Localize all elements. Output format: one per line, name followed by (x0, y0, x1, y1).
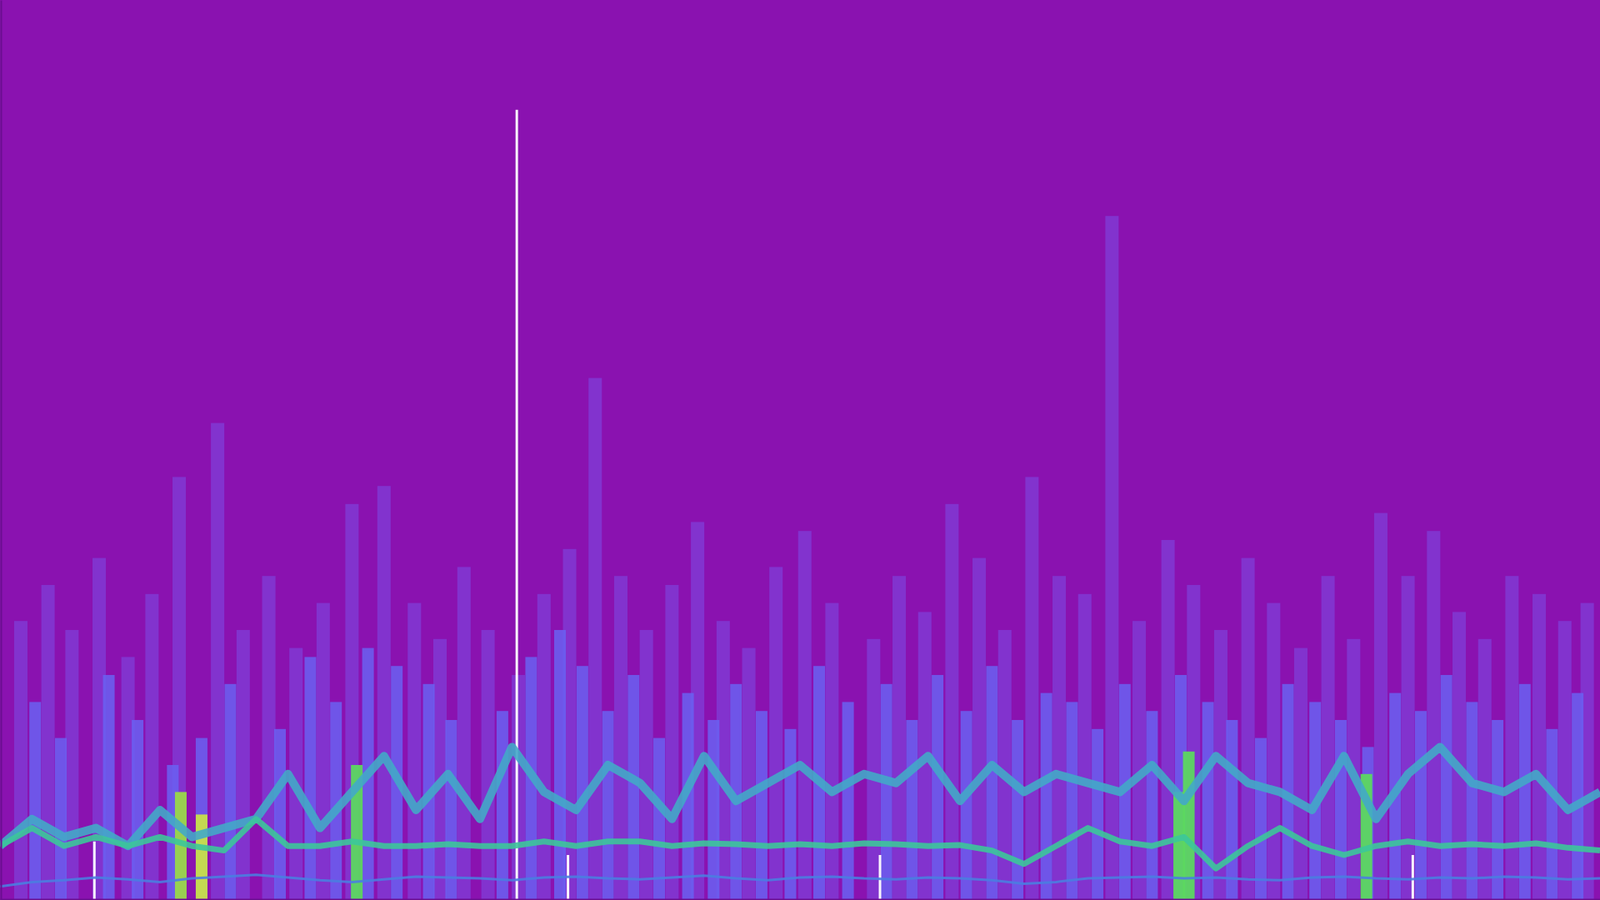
bar (755, 710, 768, 900)
marks (0, 110, 1600, 900)
bar (742, 648, 756, 900)
bar (892, 575, 906, 900)
bar (1255, 738, 1267, 900)
bar (1415, 710, 1427, 900)
bar (945, 504, 959, 900)
bar (195, 738, 208, 900)
bar (1266, 603, 1280, 900)
bar (784, 729, 796, 900)
bar (537, 594, 551, 900)
bar (1452, 611, 1466, 900)
bar (41, 585, 55, 900)
bar (665, 585, 679, 900)
bar (1040, 693, 1053, 900)
bar (627, 675, 640, 900)
bar (1091, 729, 1104, 900)
bar (1065, 701, 1078, 900)
bar (1505, 575, 1519, 900)
chart (0, 0, 1600, 900)
bar (554, 630, 566, 900)
bar (195, 814, 208, 900)
bar (866, 639, 880, 900)
bar (93, 841, 96, 900)
axis-line (0, 0, 3, 900)
line (0, 875, 1600, 887)
bar (407, 603, 421, 900)
bar (879, 855, 882, 900)
bar (1519, 684, 1531, 900)
bar (576, 665, 589, 900)
bar (262, 575, 276, 900)
bar (1202, 701, 1215, 900)
bar (515, 110, 519, 900)
bar (842, 701, 855, 900)
bar (769, 566, 783, 900)
bar (614, 575, 628, 900)
bar (1105, 215, 1119, 900)
bar (1078, 594, 1092, 900)
bar (1545, 729, 1558, 900)
bar (880, 684, 893, 900)
bar (960, 710, 973, 900)
bar (481, 630, 495, 900)
bar (1025, 476, 1039, 900)
bar (445, 720, 457, 900)
bar (825, 603, 839, 900)
bar (1145, 710, 1158, 900)
bar (1478, 639, 1492, 900)
bar (653, 738, 665, 900)
bar (1440, 675, 1453, 900)
bar (316, 603, 330, 900)
bar-series (14, 215, 1595, 900)
bar (433, 639, 447, 900)
background (0, 0, 1600, 900)
bar (103, 675, 115, 900)
bar (14, 620, 28, 900)
bar (65, 630, 79, 900)
bar (1011, 720, 1024, 900)
bar (1225, 720, 1238, 900)
bar (985, 665, 998, 900)
bar (496, 710, 509, 900)
bar (1465, 701, 1478, 900)
bar (707, 720, 720, 900)
x-axis (0, 899, 1600, 900)
bar (1558, 620, 1572, 900)
bar (131, 720, 144, 900)
bar (1335, 720, 1347, 900)
bar (1161, 540, 1175, 900)
bar (640, 630, 654, 900)
bar (1571, 693, 1584, 900)
bar (304, 656, 316, 900)
bar (1052, 575, 1066, 900)
bar (236, 630, 250, 900)
bar (1132, 620, 1146, 900)
bar (457, 566, 471, 900)
axis-line (0, 899, 1600, 900)
bar (511, 675, 525, 900)
bar (588, 378, 602, 900)
bar (1401, 575, 1415, 900)
bar (377, 485, 391, 900)
bar (55, 738, 67, 900)
bar (931, 675, 944, 900)
bar (274, 729, 286, 900)
y-axis (0, 0, 2, 900)
bar (224, 684, 236, 900)
bar (145, 594, 159, 900)
bar (1532, 594, 1546, 900)
bar (1411, 855, 1415, 900)
line (0, 819, 1600, 869)
bar (29, 701, 41, 900)
bar (905, 720, 918, 900)
bar (602, 710, 615, 900)
bar (1491, 720, 1504, 900)
bar (1294, 648, 1308, 900)
